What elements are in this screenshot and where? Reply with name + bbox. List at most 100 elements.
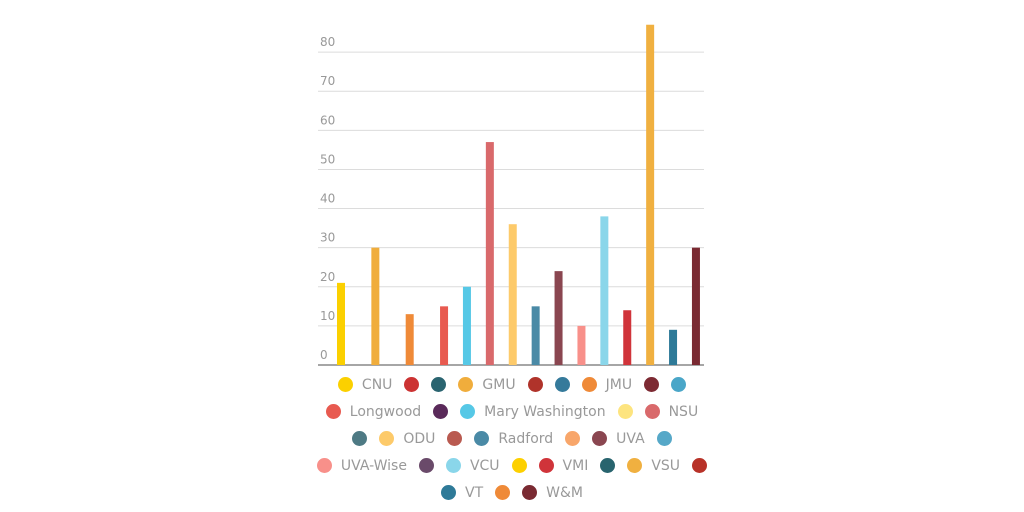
legend-item: JMU [581, 374, 633, 395]
legend-item: NSU [644, 401, 699, 422]
legend-swatch [431, 377, 447, 392]
legend-swatch [418, 458, 434, 473]
legend-item: Mary Washington [460, 401, 606, 422]
legend-swatch [627, 458, 643, 473]
legend-swatch [445, 458, 461, 473]
legend-label: VSU [651, 457, 681, 474]
legend-item [404, 374, 420, 395]
legend-item [644, 374, 660, 395]
bar [646, 24, 655, 365]
bar [462, 286, 471, 365]
legend-swatch [671, 377, 687, 392]
legend-item: Radford [474, 428, 553, 449]
legend-item: W&M [522, 482, 583, 503]
bar [485, 142, 494, 365]
legend-swatch [592, 431, 608, 446]
y-tick-label: 0 [320, 348, 328, 362]
legend-item: VSU [627, 455, 680, 476]
legend-swatch [565, 431, 581, 446]
legend-item: UVA [592, 428, 645, 449]
legend-item: ODU [379, 428, 435, 449]
legend-label: Radford [498, 430, 554, 447]
legend-swatch [447, 431, 463, 446]
legend-label: JMU [605, 376, 633, 393]
legend-item [554, 374, 570, 395]
legend-swatch [474, 431, 490, 446]
y-tick-label: 20 [320, 270, 335, 284]
legend-swatch [458, 377, 474, 392]
legend-item: UVA-Wise [316, 455, 407, 476]
legend-swatch [522, 485, 538, 500]
legend-item [617, 401, 633, 422]
bar [440, 306, 449, 365]
legend-swatch [325, 404, 341, 419]
bar [623, 310, 632, 365]
legend-item: VMI [538, 455, 588, 476]
bar [531, 306, 540, 365]
legend-item [527, 374, 543, 395]
legend-label: CNU [361, 376, 393, 393]
legend-label: W&M [546, 484, 583, 501]
y-tick-label: 30 [320, 231, 335, 245]
legend-item [495, 482, 511, 503]
bar [337, 282, 345, 365]
bar [577, 325, 586, 365]
legend-swatch [656, 431, 672, 446]
legend-label: ODU [403, 430, 436, 447]
legend-label: NSU [668, 403, 699, 420]
legend-swatch [337, 377, 353, 392]
legend-item: VT [441, 482, 483, 503]
legend-swatch [617, 404, 633, 419]
legend-swatch [352, 431, 368, 446]
legend-swatch [495, 485, 511, 500]
legend-swatch [538, 458, 554, 473]
legend-item: VCU [445, 455, 500, 476]
legend-item [671, 374, 687, 395]
legend-item [352, 428, 368, 449]
legend-item: Longwood [325, 401, 422, 422]
legend-swatch [581, 377, 597, 392]
legend-label: UVA-Wise [340, 457, 407, 474]
legend-item [447, 428, 463, 449]
legend-item [431, 374, 447, 395]
bar [554, 271, 563, 365]
legend-item [656, 428, 672, 449]
y-tick-label: 70 [320, 74, 335, 88]
legend-swatch [644, 377, 660, 392]
legend-item: GMU [458, 374, 516, 395]
y-tick-label: 10 [320, 309, 335, 323]
legend-item: CNU [337, 374, 393, 395]
legend-swatch [404, 377, 420, 392]
legend-swatch [379, 431, 395, 446]
bar [508, 224, 517, 365]
legend-label: GMU [482, 376, 516, 393]
bar [669, 329, 678, 365]
legend-item [600, 455, 616, 476]
bar [600, 216, 609, 365]
legend-item [418, 455, 434, 476]
legend-swatch [433, 404, 449, 419]
legend-label: VT [465, 484, 484, 501]
y-tick-label: 60 [320, 113, 335, 127]
bar [405, 314, 414, 365]
legend-swatch [316, 458, 332, 473]
chart: 0 10 20 30 40 50 60 70 80 [318, 24, 704, 366]
legend-swatch [554, 377, 570, 392]
bar [691, 247, 700, 365]
legend-swatch [600, 458, 616, 473]
legend-swatch [527, 377, 543, 392]
legend-swatch [441, 485, 456, 500]
legend-swatch [692, 458, 708, 473]
legend-item [565, 428, 581, 449]
legend-label: Mary Washington [484, 403, 606, 420]
legend-item [692, 455, 708, 476]
legend-item [511, 455, 527, 476]
legend-swatch [460, 404, 476, 419]
legend-label: VCU [469, 457, 500, 474]
legend-swatch [644, 404, 660, 419]
legend-item [433, 401, 449, 422]
y-tick-label: 40 [320, 192, 335, 206]
y-tick-label: 50 [320, 152, 335, 166]
legend-label: Longwood [349, 403, 422, 420]
